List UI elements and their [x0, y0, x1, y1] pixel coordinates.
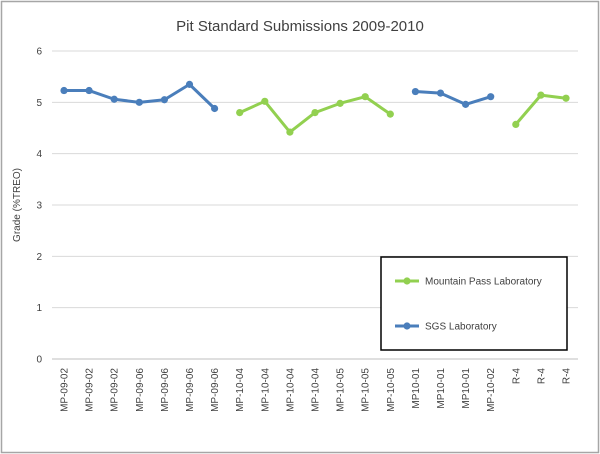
sgs-laboratory-point — [411, 87, 419, 96]
mountain-pass-laboratory-point — [562, 94, 570, 102]
x-tick-label: MP-10-04 — [235, 368, 246, 412]
x-tick-label: MP-09-06 — [160, 368, 171, 412]
series-lines — [60, 80, 570, 136]
x-tick-label: R-4 — [562, 368, 573, 385]
mountain-pass-laboratory-point — [336, 99, 344, 107]
sgs-laboratory-point — [436, 89, 445, 97]
x-tick-label: MP-09-06 — [135, 368, 146, 412]
x-tick-label: MP-09-02 — [110, 368, 121, 412]
sgs-laboratory-point — [462, 100, 470, 108]
x-tick-label: MP-09-06 — [210, 368, 221, 412]
sgs-laboratory-point — [110, 95, 118, 103]
x-tick-label: MP-10-05 — [361, 368, 372, 412]
sgs-laboratory-legend-marker — [403, 322, 411, 330]
x-tick-label: MP10-01 — [436, 368, 447, 409]
x-tick-label: MP10-01 — [411, 368, 422, 409]
legend-box — [380, 256, 568, 351]
y-tick-label: 6 — [36, 47, 42, 58]
y-tick-label: 5 — [36, 98, 42, 109]
x-tick-label: MP-10-04 — [285, 368, 296, 412]
sgs-laboratory-point — [135, 98, 143, 106]
y-tick-label: 0 — [36, 355, 42, 366]
mountain-pass-laboratory-point — [261, 97, 269, 105]
x-tick-label: MP-10-05 — [386, 368, 397, 412]
y-tick-labels: 0 1 2 3 4 5 6 — [36, 47, 42, 366]
sgs-laboratory-point — [211, 104, 219, 113]
mountain-pass-laboratory-point — [361, 93, 369, 101]
x-tick-label: MP-09-02 — [85, 368, 96, 412]
x-tick-label: R-4 — [536, 368, 547, 385]
mountain-pass-laboratory-point — [537, 91, 545, 99]
y-tick-label: 2 — [36, 252, 42, 263]
y-tick-label: 1 — [36, 303, 42, 314]
mountain-pass-laboratory-point — [386, 110, 394, 118]
x-tick-labels: MP-09-02 MP-09-02 MP-09-02 MP-09-06 MP-09-06… — [60, 368, 573, 412]
sgs-laboratory-line — [413, 90, 493, 106]
legend: Mountain Pass Laboratory SGS Laboratory — [380, 256, 568, 351]
sgs-laboratory-point — [487, 93, 495, 101]
legend-label: SGS Laboratory — [425, 322, 497, 333]
x-tick-label: MP-10-02 — [486, 368, 497, 412]
legend-label: Mountain Pass Laboratory — [425, 277, 542, 288]
y-tick-label: 4 — [36, 149, 42, 160]
sgs-laboratory-point — [160, 96, 168, 104]
sgs-laboratory-point — [85, 86, 93, 95]
y-tick-label: 3 — [36, 201, 42, 212]
x-tick-label: MP10-01 — [461, 368, 472, 409]
x-tick-label: MP-10-04 — [260, 368, 271, 412]
mountain-pass-laboratory-point — [236, 109, 244, 117]
x-tick-label: MP-09-02 — [60, 368, 71, 412]
x-tick-label: MP-09-06 — [185, 368, 196, 412]
sgs-laboratory-point — [185, 80, 194, 88]
y-axis-label: Grade (%TREO) — [12, 168, 23, 242]
sgs-laboratory-point — [60, 86, 68, 95]
chart-title: Pit Standard Submissions 2009-2010 — [176, 18, 424, 35]
x-tick-label: R-4 — [511, 368, 522, 385]
mountain-pass-laboratory-point — [286, 128, 294, 136]
mountain-pass-laboratory-point — [512, 120, 520, 129]
x-tick-label: MP-10-05 — [336, 368, 347, 412]
x-tick-label: MP-10-04 — [311, 368, 322, 412]
mountain-pass-laboratory-point — [311, 109, 319, 117]
mountain-pass-laboratory-legend-marker — [403, 277, 411, 285]
